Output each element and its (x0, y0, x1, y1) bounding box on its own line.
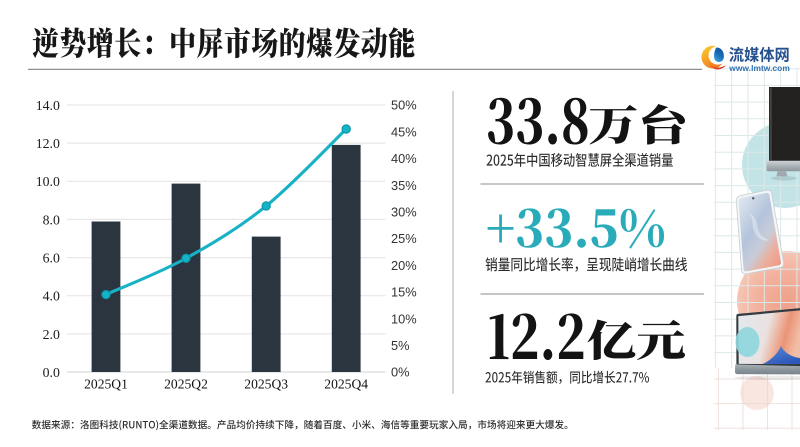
svg-text:15%: 15% (391, 285, 417, 300)
svg-text:50%: 50% (391, 98, 417, 113)
svg-text:2.0: 2.0 (43, 327, 60, 342)
svg-text:6.0: 6.0 (43, 251, 60, 266)
svg-text:2025Q2: 2025Q2 (164, 377, 208, 392)
svg-text:45%: 45% (391, 124, 417, 139)
svg-text:5%: 5% (391, 338, 410, 353)
svg-text:0.0: 0.0 (43, 365, 60, 380)
svg-text:2025Q1: 2025Q1 (84, 377, 128, 392)
svg-text:14.0: 14.0 (36, 98, 60, 113)
svg-text:8.0: 8.0 (43, 212, 60, 227)
svg-text:2025Q4: 2025Q4 (324, 377, 368, 392)
svg-text:4.0: 4.0 (43, 289, 60, 304)
svg-text:12.0: 12.0 (36, 136, 60, 151)
svg-text:40%: 40% (391, 151, 417, 166)
svg-text:25%: 25% (391, 231, 417, 246)
svg-text:10.0: 10.0 (36, 174, 60, 189)
svg-text:20%: 20% (391, 258, 417, 273)
svg-text:35%: 35% (391, 178, 417, 193)
svg-text:2025Q3: 2025Q3 (244, 377, 288, 392)
svg-text:30%: 30% (391, 205, 417, 220)
svg-text:www.lmtw.com: www.lmtw.com (728, 63, 790, 73)
svg-text:0%: 0% (391, 365, 410, 380)
svg-text:10%: 10% (391, 311, 417, 326)
